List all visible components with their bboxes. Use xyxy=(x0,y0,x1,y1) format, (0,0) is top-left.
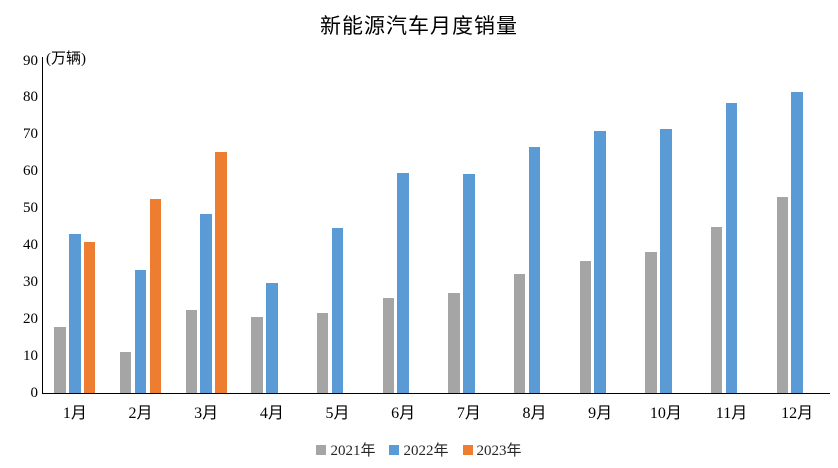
legend-item-2022: 2022年 xyxy=(389,439,449,460)
x-category-label-11月: 11月 xyxy=(715,405,748,422)
y-tick-label-20: 20 xyxy=(23,311,38,328)
y-axis-unit-label: (万辆) xyxy=(46,51,86,67)
bar-2021年-3月 xyxy=(185,309,197,393)
y-axis xyxy=(42,57,43,393)
chart-title: 新能源汽车月度销量 xyxy=(320,14,518,38)
bar-2022年-11月 xyxy=(725,102,738,393)
bar-2023年-1月 xyxy=(84,242,96,393)
x-category-label-1月: 1月 xyxy=(62,405,87,422)
bar-2022年-8月 xyxy=(528,146,541,393)
bar-2021年-4月 xyxy=(251,316,263,393)
x-category-label-10月: 10月 xyxy=(649,405,682,422)
y-tick-label-50: 50 xyxy=(23,200,38,217)
legend-label-2021: 2021年 xyxy=(330,443,376,459)
bar-2021年-12月 xyxy=(776,196,788,393)
x-category-label-7月: 7月 xyxy=(456,405,481,422)
x-category-label-4月: 4月 xyxy=(259,405,284,422)
bar-2022年-7月 xyxy=(463,173,475,393)
y-tick-label-10: 10 xyxy=(23,348,38,365)
bar-2021年-11月 xyxy=(710,226,723,393)
legend-swatch-2023 xyxy=(462,444,473,455)
bar-2022年-2月 xyxy=(134,269,147,393)
x-category-label-8月: 8月 xyxy=(522,405,547,422)
bar-2021年-1月 xyxy=(54,326,66,393)
y-tick-label-30: 30 xyxy=(23,274,38,291)
x-category-label-2月: 2月 xyxy=(128,405,153,422)
bar-2021年-6月 xyxy=(382,298,394,393)
legend-swatch-2022 xyxy=(389,444,400,455)
bar-2022年-9月 xyxy=(594,131,606,393)
y-tick-label-0: 0 xyxy=(30,385,39,401)
y-tick-label-90: 90 xyxy=(23,52,38,69)
x-axis xyxy=(42,393,830,394)
bar-2021年-2月 xyxy=(119,352,132,393)
x-category-label-9月: 9月 xyxy=(588,405,613,422)
bar-2021年-9月 xyxy=(579,261,591,393)
y-tick-label-70: 70 xyxy=(23,126,38,143)
legend-label-2022: 2022年 xyxy=(403,443,449,459)
legend-swatch-2021 xyxy=(316,444,327,455)
legend-item-2023: 2023年 xyxy=(462,439,522,460)
legend-item-2021: 2021年 xyxy=(316,439,375,460)
bar-2022年-4月 xyxy=(266,282,278,393)
x-category-label-12月: 12月 xyxy=(781,405,814,422)
bar-2023年-2月 xyxy=(149,199,162,393)
legend: 2021年 2022年 2023年 xyxy=(0,439,838,460)
bar-2022年-12月 xyxy=(791,92,803,393)
bar-2021年-7月 xyxy=(448,292,460,393)
x-category-label-6月: 6月 xyxy=(391,405,416,422)
bar-2021年-10月 xyxy=(645,251,657,393)
bar-2022年-1月 xyxy=(69,233,81,393)
y-tick-label-60: 60 xyxy=(23,163,38,180)
bar-2022年-6月 xyxy=(397,172,409,393)
x-category-label-5月: 5月 xyxy=(325,405,350,422)
bar-2021年-5月 xyxy=(316,312,329,393)
bar-2022年-5月 xyxy=(331,227,344,393)
bar-2023年-3月 xyxy=(215,151,227,393)
bar-2021年-8月 xyxy=(513,274,526,393)
legend-label-2023: 2023年 xyxy=(476,443,522,459)
bar-2022年-10月 xyxy=(660,129,672,393)
y-tick-label-40: 40 xyxy=(23,237,38,254)
y-tick-label-80: 80 xyxy=(23,89,38,106)
bar-2022年-3月 xyxy=(200,214,212,393)
x-category-label-3月: 3月 xyxy=(194,405,219,422)
